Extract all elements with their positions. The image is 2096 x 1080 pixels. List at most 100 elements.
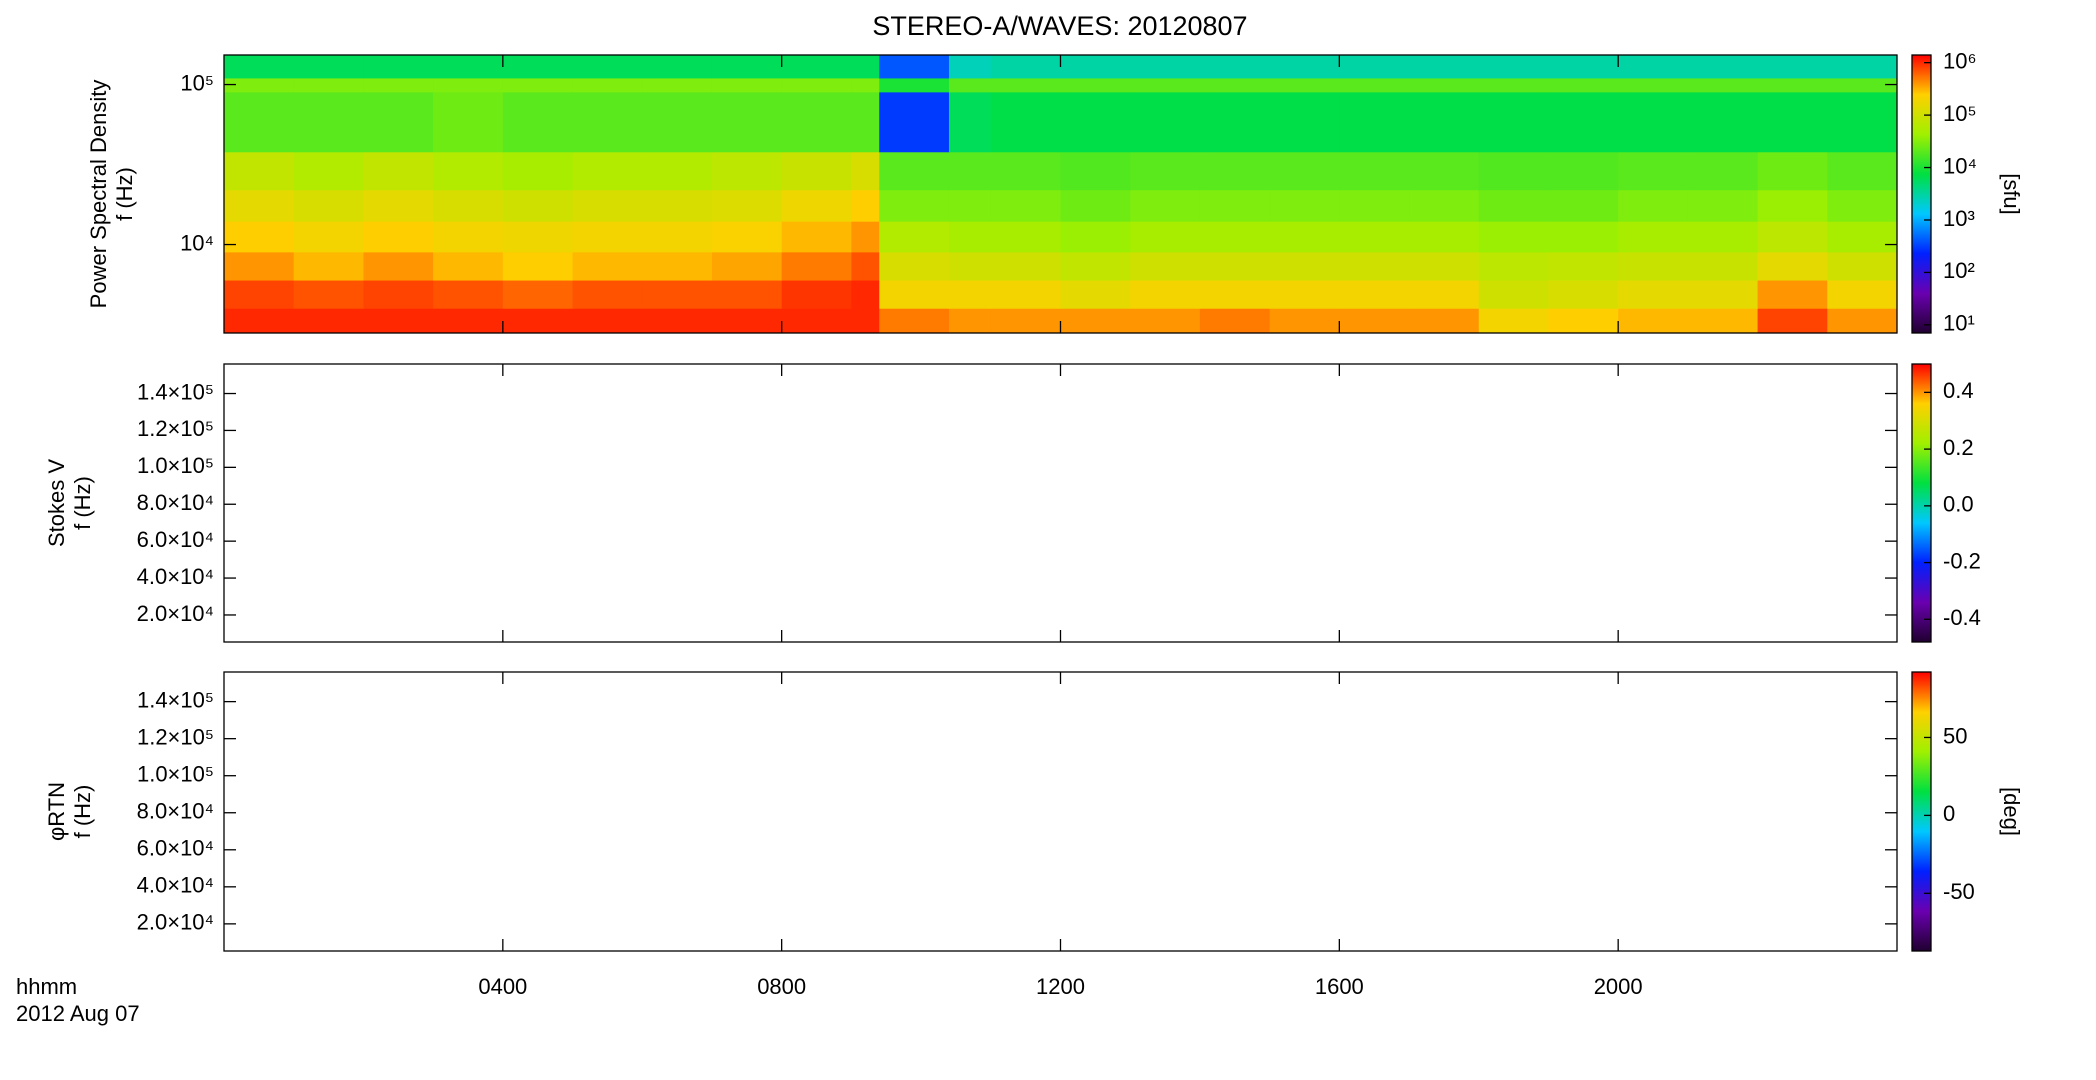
y-axis-label: φRTN [44,782,69,841]
spectrogram-cell [1060,221,1131,253]
colorbar-tick-label: 10⁶ [1943,48,1977,73]
spectrogram-cell [1687,77,1759,93]
spectrogram-cell [1130,280,1201,309]
colorbar-tick-label: 50 [1943,723,1967,748]
spectrogram-cell [1339,251,1410,281]
spectrogram-cell [1478,151,1549,191]
colorbar-tick-label: 0.0 [1943,492,1974,517]
spectrogram-cell [1548,308,1619,334]
spectrogram-cell [1548,189,1619,222]
spectrogram-cell [363,221,434,253]
spectrogram-cell [1757,251,1828,281]
spectrogram-cell [1757,221,1828,253]
spectrogram-cell [879,91,950,153]
spectrogram-cell [711,151,783,191]
spectrogram-cell [502,308,574,334]
spectrogram-cell [1269,55,1340,79]
spectrogram-cell [1687,151,1759,191]
colorbar-tick-label: 10² [1943,258,1975,283]
spectrogram-cell [1130,189,1201,222]
spectrogram-cell [1687,91,1759,153]
spectrogram-cell [1827,221,1898,253]
spectrogram-cell [851,55,880,79]
spectrogram-cell [781,91,852,153]
spectrogram-cell [1687,221,1759,253]
spectrogram-cell [1409,308,1480,334]
y-tick-label: 6.0×10⁴ [137,836,214,861]
colorbar-tick-label: 10³ [1943,206,1975,231]
spectrogram-cell [851,189,880,222]
spectrogram-cell [1339,189,1410,222]
spectrogram-cell [1199,221,1271,253]
spectrogram-cell [433,77,504,93]
spectrogram-cell [1618,55,1689,79]
colorbar-tick-label: 0.2 [1943,435,1974,460]
spectrogram-cell [363,91,434,153]
colorbar-tick-label: -0.4 [1943,605,1981,630]
spectrogram-cell [642,308,713,334]
spectrogram-cell [1130,77,1201,93]
spectrogram-cell [293,151,364,191]
spectrogram-cell [224,91,295,153]
spectrogram-cell [572,280,643,309]
x-tick-label: 0400 [478,974,527,999]
spectrogram-cell [433,91,504,153]
spectrogram-cell [879,55,950,79]
spectrogram-cell [433,308,504,334]
spectrogram-cell [879,251,950,281]
spectrogram-cell [1827,308,1898,334]
spectrogram-cell [1409,91,1480,153]
spectrogram-cell [572,77,643,93]
spectrogram-cell [1130,151,1201,191]
spectrogram-cell [1548,77,1619,93]
spectrogram-cell [1199,251,1271,281]
spectrogram-cell [879,189,950,222]
spectrogram-cell [1409,151,1480,191]
spectrogram-cell [1060,77,1131,93]
spectrogram-cell [642,280,713,309]
spectrogram-cell [1199,308,1271,334]
spectrogram-cell [1199,151,1271,191]
spectrogram-cell [224,55,295,79]
colorbar-label: [deg] [1999,787,2024,836]
spectrogram-cell [711,189,783,222]
spectrogram-cell [363,55,434,79]
spectrogram-cell [224,151,295,191]
y-axis-label: Stokes V [44,459,69,547]
spectrogram-cell [1478,91,1549,153]
spectrogram-cell [1478,251,1549,281]
spectrogram-cell [851,77,880,93]
y-tick-label: 2.0×10⁴ [137,910,214,935]
y-tick-label: 8.0×10⁴ [137,799,214,824]
spectrogram-cell [572,308,643,334]
spectrogram-cell [1130,251,1201,281]
spectrogram-cell [1130,91,1201,153]
spectrogram-cell [224,308,295,334]
spectrogram-cell [1687,55,1759,79]
spectrogram-cell [1687,251,1759,281]
spectrogram-cell [879,221,950,253]
spectrogram-cell [1339,221,1410,253]
spectrogram-cell [851,251,880,281]
spectrogram-cell [948,189,992,222]
spectrogram-cell [1618,308,1689,334]
spectrogram-cell [642,151,713,191]
spectrogram-cell [1478,221,1549,253]
spectrogram-cell [1548,251,1619,281]
x-tick-label: 1200 [1036,974,1085,999]
spectrogram-cell [572,151,643,191]
y-tick-label: 4.0×10⁴ [137,873,214,898]
spectrogram-cell [1269,221,1340,253]
spectrogram-cell [502,251,574,281]
spectrogram-cell [433,151,504,191]
spectrogram-cell [502,151,574,191]
spectrogram-cell [879,151,950,191]
spectrogram-cell [1757,55,1828,79]
spectrogram-cell [711,308,783,334]
colorbar [1911,54,1932,334]
spectrogram-cell [990,251,1061,281]
spectrogram-cell [1409,280,1480,309]
x-tick-label: 1600 [1315,974,1364,999]
spectrogram-cell [1060,55,1131,79]
